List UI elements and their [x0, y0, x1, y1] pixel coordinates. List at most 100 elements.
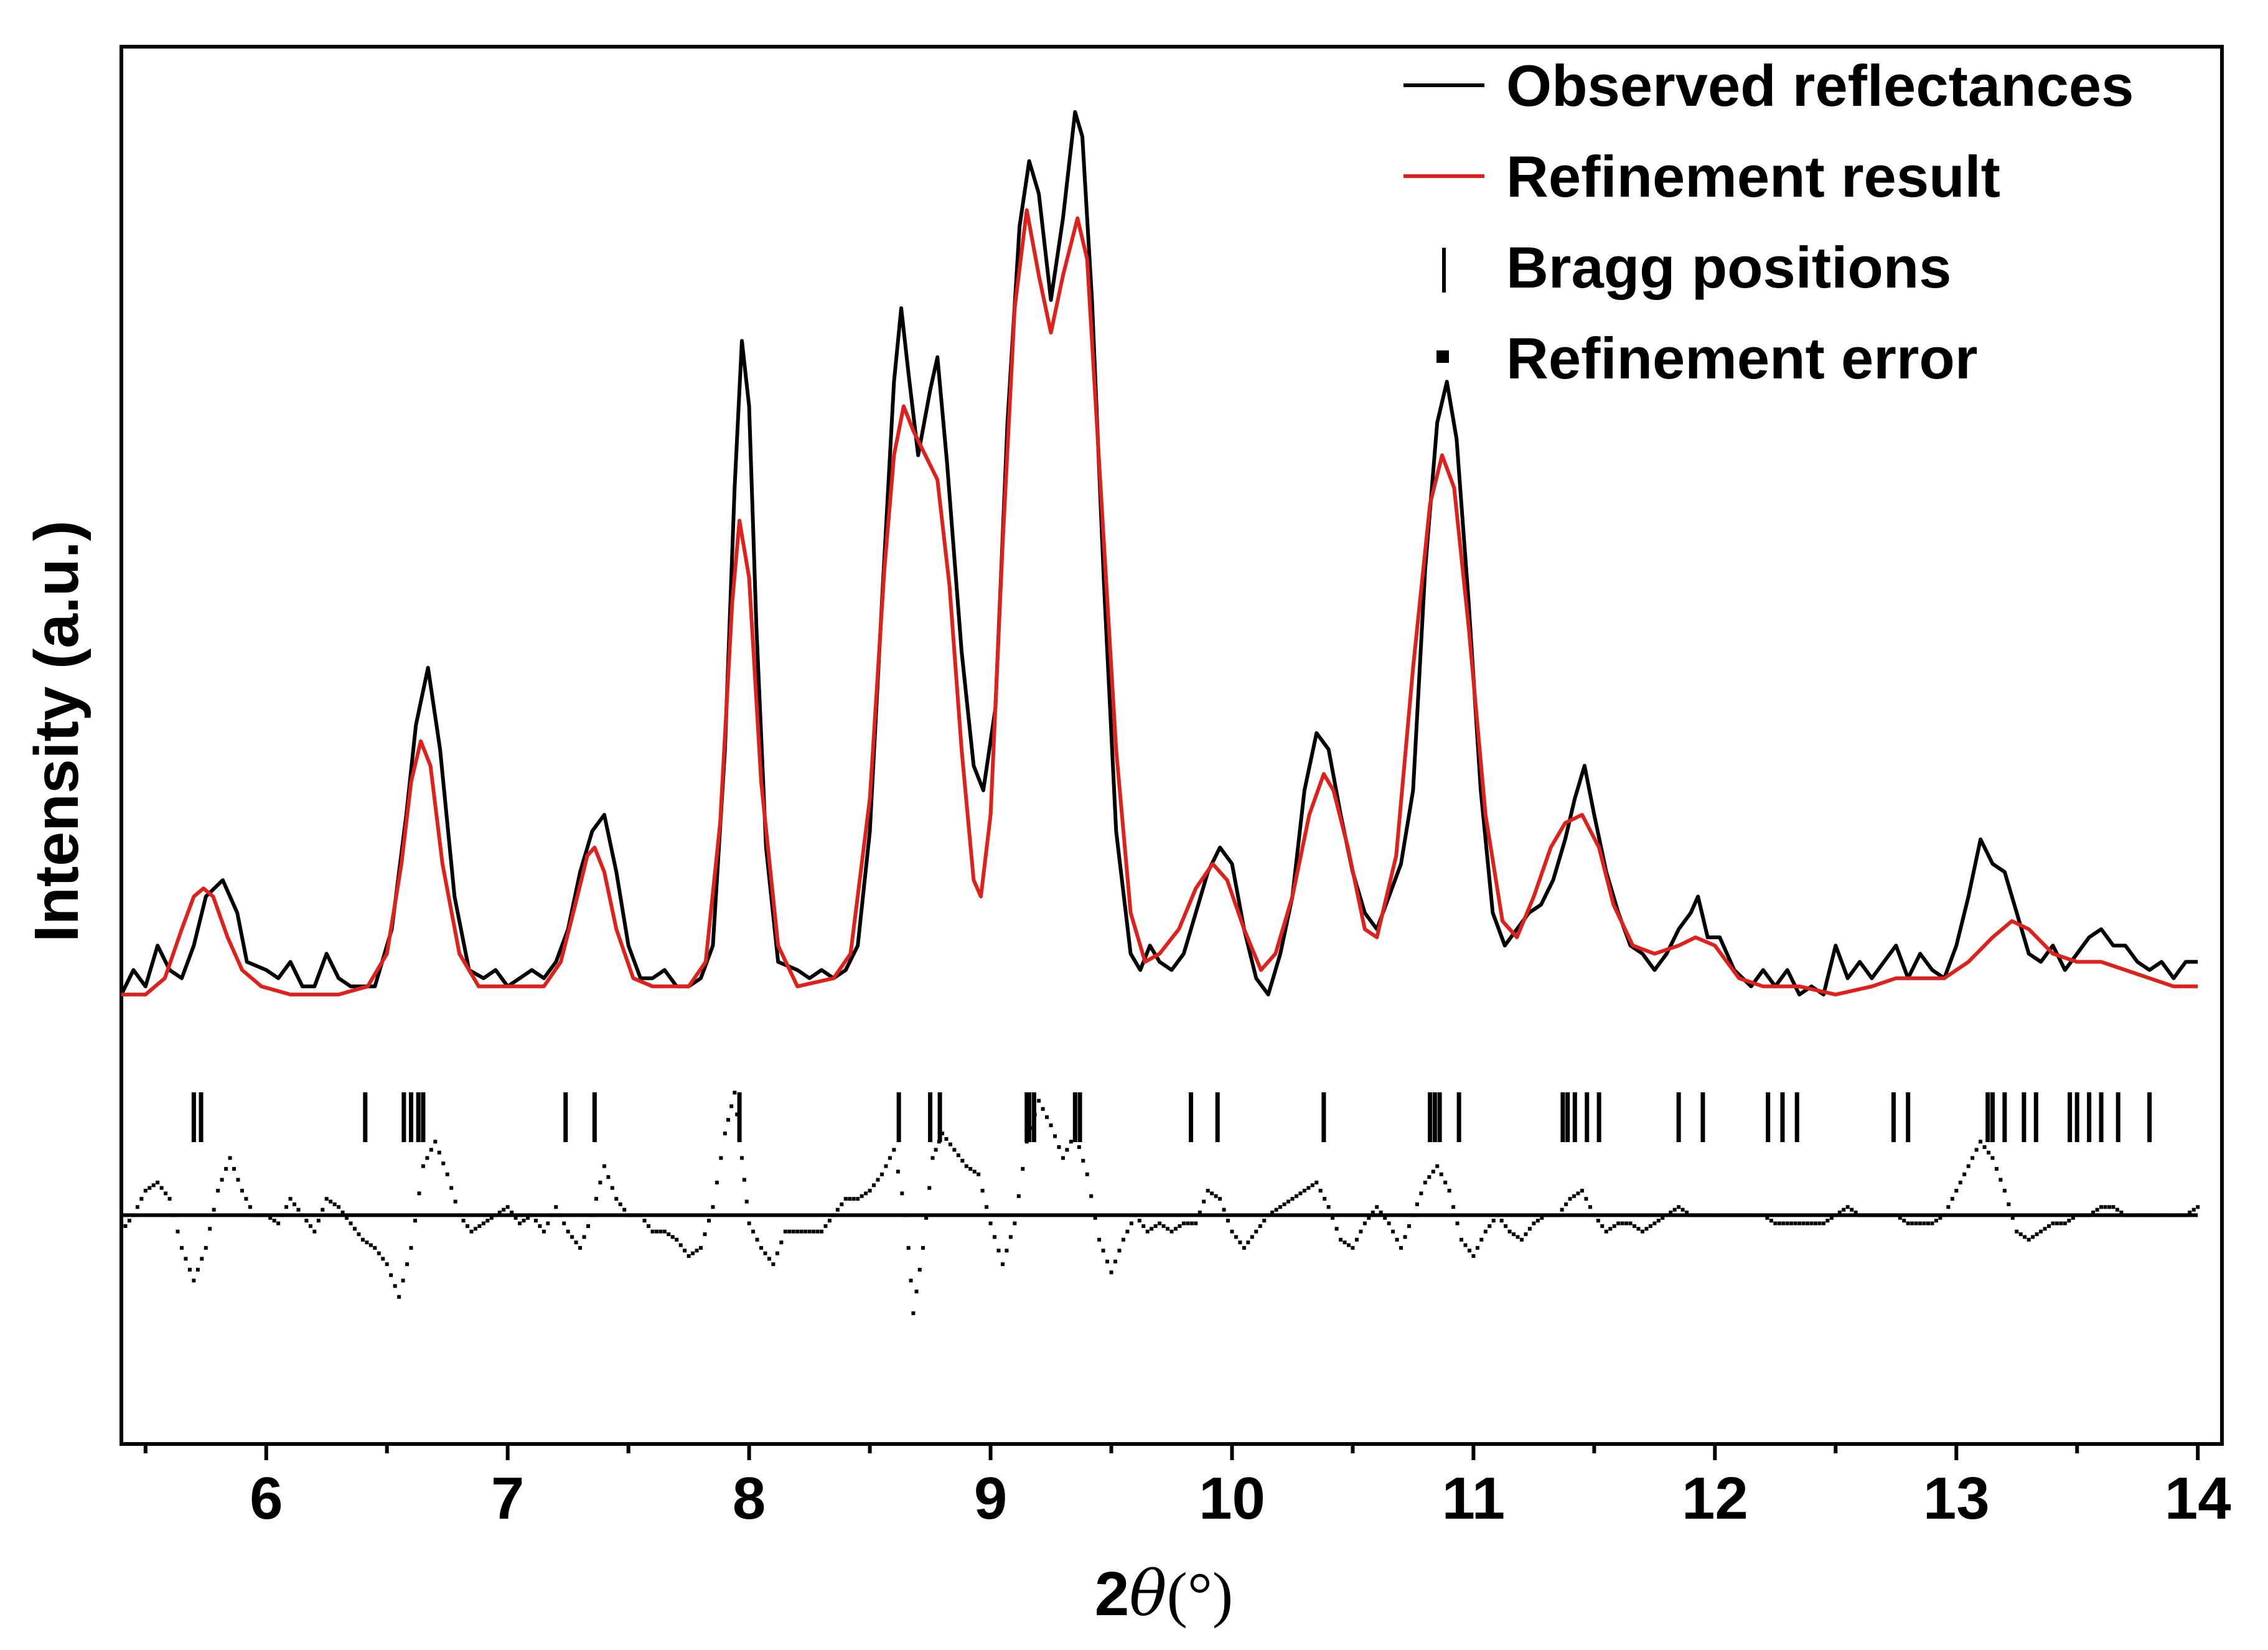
error-point — [590, 1213, 594, 1217]
error-point — [1741, 1213, 1745, 1217]
error-point — [1391, 1229, 1395, 1234]
error-point — [401, 1278, 405, 1283]
error-point — [184, 1257, 188, 1261]
error-point — [1214, 1194, 1218, 1198]
error-point — [272, 1219, 276, 1223]
error-point — [626, 1213, 630, 1217]
error-point — [1717, 1213, 1721, 1217]
error-point — [1354, 1237, 1359, 1242]
error-point — [1866, 1213, 1870, 1217]
error-point — [1029, 1126, 1033, 1130]
error-point — [848, 1197, 852, 1201]
error-point — [1254, 1229, 1258, 1234]
error-point — [1218, 1197, 1222, 1201]
error-point — [505, 1205, 510, 1209]
error-point — [2155, 1213, 2160, 1217]
error-point — [1749, 1213, 1753, 1217]
error-point — [1169, 1229, 1174, 1234]
error-point — [2023, 1235, 2027, 1239]
error-point — [1475, 1245, 1479, 1250]
error-point — [224, 1167, 228, 1171]
error-point — [1769, 1219, 1773, 1223]
error-point — [1178, 1224, 1182, 1228]
error-point — [1837, 1211, 1842, 1215]
error-point — [775, 1251, 779, 1255]
error-point — [284, 1205, 289, 1209]
error-point — [1834, 1213, 1838, 1217]
error-point — [835, 1207, 840, 1212]
error-point — [1435, 1164, 1440, 1168]
error-point — [1596, 1219, 1600, 1223]
error-point — [1145, 1229, 1150, 1234]
error-point — [1540, 1216, 1544, 1220]
error-point — [187, 1267, 192, 1272]
error-point — [393, 1284, 397, 1288]
error-point — [1850, 1207, 1854, 1212]
error-point — [872, 1183, 876, 1188]
error-point — [1278, 1205, 1283, 1209]
error-point — [1604, 1229, 1608, 1234]
error-point — [1488, 1224, 1492, 1228]
error-point — [1202, 1199, 1206, 1204]
error-point — [570, 1235, 574, 1239]
error-point — [139, 1197, 144, 1201]
error-point — [667, 1232, 671, 1237]
error-point — [389, 1273, 393, 1277]
error-point — [489, 1216, 494, 1220]
error-point — [1962, 1172, 1967, 1176]
error-point — [1133, 1213, 1138, 1217]
error-point — [1761, 1213, 1765, 1217]
x-axis-ticks — [143, 1444, 2200, 1460]
error-point — [1008, 1235, 1013, 1239]
error-point — [1206, 1189, 1210, 1193]
error-point — [1294, 1194, 1298, 1198]
error-point — [1024, 1140, 1029, 1144]
error-point — [1930, 1221, 1934, 1226]
error-point — [296, 1207, 301, 1212]
error-point — [1781, 1221, 1786, 1226]
error-point — [900, 1191, 904, 1196]
error-point — [1809, 1221, 1814, 1226]
error-point — [843, 1197, 848, 1201]
error-point — [578, 1245, 583, 1250]
error-point — [1310, 1183, 1314, 1188]
error-point — [1129, 1221, 1133, 1226]
error-point — [815, 1229, 820, 1234]
error-point — [522, 1219, 526, 1223]
error-point — [276, 1221, 281, 1226]
error-point — [1753, 1213, 1757, 1217]
error-point — [1451, 1205, 1456, 1209]
error-point — [1894, 1213, 1898, 1217]
error-point — [1367, 1216, 1371, 1220]
error-point — [1870, 1213, 1874, 1217]
error-point — [1021, 1167, 1025, 1171]
error-point — [332, 1202, 337, 1206]
error-point — [1479, 1237, 1484, 1242]
error-point — [1339, 1237, 1343, 1242]
error-point — [151, 1183, 156, 1188]
error-point — [216, 1189, 220, 1193]
error-point — [453, 1199, 457, 1204]
error-point — [614, 1197, 619, 1201]
error-point — [1443, 1180, 1448, 1184]
error-point — [1584, 1197, 1588, 1201]
error-point — [1234, 1235, 1238, 1239]
error-point — [1093, 1216, 1097, 1220]
error-point — [1499, 1219, 1504, 1223]
error-point — [2152, 1213, 2156, 1217]
error-point — [1708, 1213, 1713, 1217]
error-point — [312, 1229, 317, 1234]
error-point — [337, 1205, 341, 1209]
error-point — [1966, 1164, 1970, 1168]
error-point — [1697, 1213, 1701, 1217]
plot-area: 6 7 8 9 10 11 12 13 14 — [119, 45, 2231, 1532]
error-point — [240, 1189, 244, 1193]
error-point — [1806, 1221, 1810, 1226]
error-point — [1705, 1213, 1709, 1217]
error-point — [1982, 1145, 1987, 1149]
error-point — [1258, 1224, 1262, 1228]
error-point — [345, 1216, 349, 1220]
error-point — [304, 1219, 309, 1223]
error-point — [1137, 1219, 1141, 1223]
error-point — [1403, 1235, 1407, 1239]
